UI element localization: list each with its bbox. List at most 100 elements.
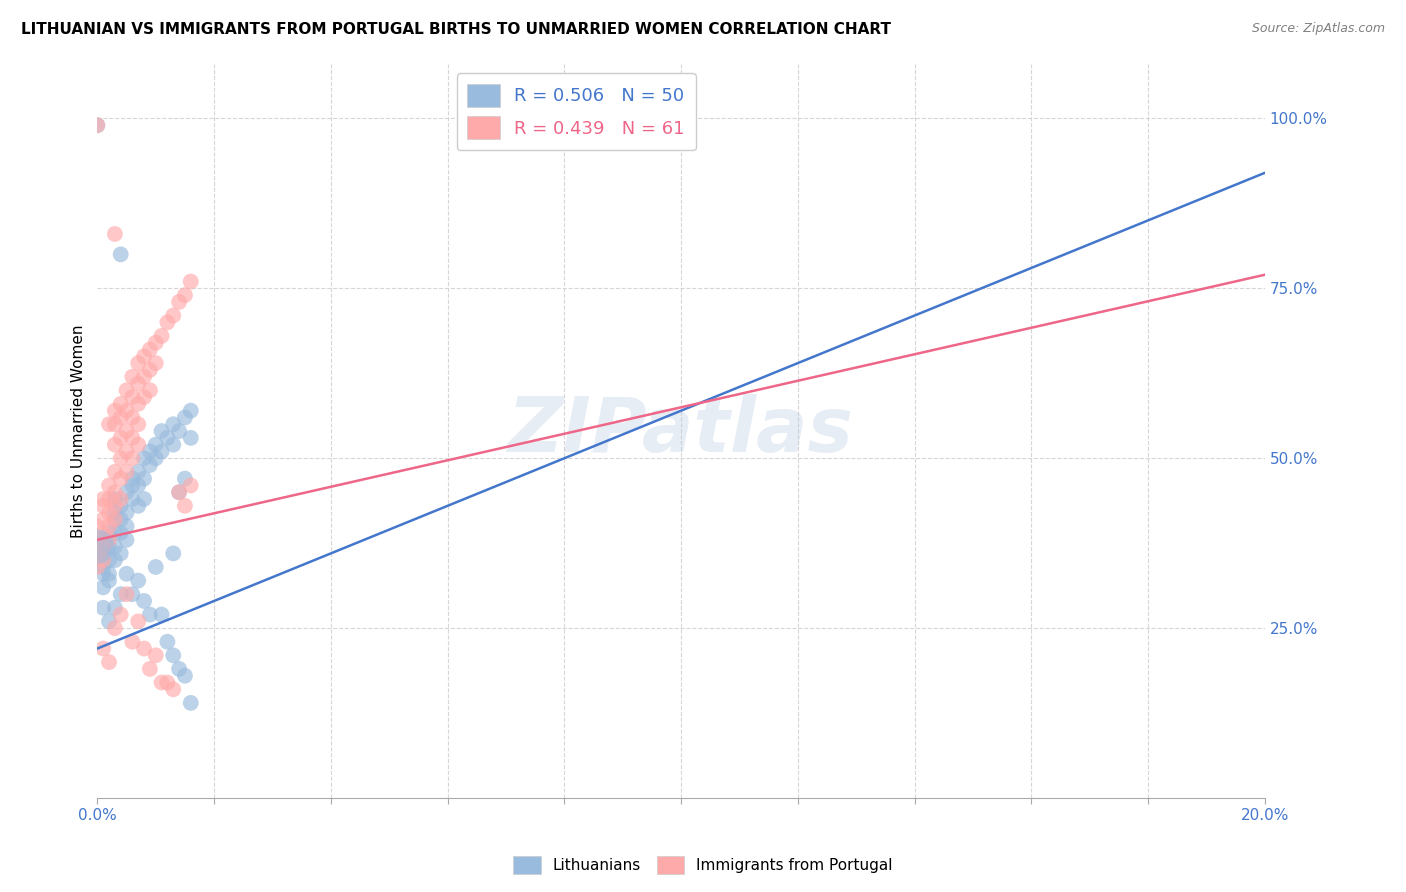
Point [127,499,149,513]
Point [104,512,127,526]
Point [145,451,167,466]
Point [104,512,127,526]
Point [150,329,173,343]
Point [139,444,162,458]
Point [121,369,143,384]
Point [98,615,121,629]
Point [127,574,149,588]
Point [98,540,121,554]
Point [139,343,162,357]
Point [91,526,114,541]
Point [145,648,167,663]
Point [156,634,179,648]
Point [150,607,173,622]
Point [121,634,143,648]
Point [162,417,184,432]
Point [104,506,127,520]
Point [127,397,149,411]
Point [174,472,197,486]
Point [110,491,132,506]
Point [145,437,167,451]
Point [139,607,162,622]
Point [110,526,132,541]
Point [104,540,127,554]
Point [110,512,132,526]
Point [121,410,143,425]
Point [132,369,155,384]
Point [91,600,114,615]
Point [98,526,121,541]
Point [91,641,114,656]
Point [104,417,127,432]
Legend: R = 0.506   N = 50, R = 0.439   N = 61: R = 0.506 N = 50, R = 0.439 N = 61 [457,73,696,150]
Point [167,662,190,676]
Point [115,465,138,479]
Point [91,553,114,567]
Point [121,431,143,445]
Point [115,424,138,438]
Point [127,465,149,479]
Point [91,512,114,526]
Point [104,491,127,506]
Point [98,491,121,506]
Point [104,600,127,615]
Point [115,485,138,500]
Point [86,560,108,574]
Y-axis label: Births to Unmarried Women: Births to Unmarried Women [72,325,86,538]
Point [115,444,138,458]
Point [110,607,132,622]
Point [139,384,162,398]
Point [86,533,108,547]
Point [91,491,114,506]
Text: Source: ZipAtlas.com: Source: ZipAtlas.com [1251,22,1385,36]
Point [162,648,184,663]
Point [139,458,162,472]
Point [127,356,149,370]
Point [145,335,167,350]
Point [91,546,114,560]
Point [156,315,179,329]
Point [121,491,143,506]
Point [104,437,127,451]
Point [180,275,202,289]
Point [86,118,108,132]
Text: LITHUANIAN VS IMMIGRANTS FROM PORTUGAL BIRTHS TO UNMARRIED WOMEN CORRELATION CHA: LITHUANIAN VS IMMIGRANTS FROM PORTUGAL B… [21,22,891,37]
Point [115,519,138,533]
Point [121,478,143,492]
Point [121,587,143,601]
Point [127,615,149,629]
Point [91,540,114,554]
Point [162,309,184,323]
Point [110,451,132,466]
Point [167,485,190,500]
Point [110,499,132,513]
Point [98,655,121,669]
Point [174,288,197,302]
Point [180,431,202,445]
Text: ZIPatlas: ZIPatlas [508,394,853,468]
Point [132,451,155,466]
Point [180,696,202,710]
Point [91,566,114,581]
Point [91,560,114,574]
Point [145,560,167,574]
Point [98,574,121,588]
Point [132,390,155,404]
Point [110,431,132,445]
Point [86,540,108,554]
Point [127,478,149,492]
Point [132,641,155,656]
Point [98,533,121,547]
Point [167,485,190,500]
Point [91,499,114,513]
Point [110,546,132,560]
Point [132,472,155,486]
Point [174,410,197,425]
Point [104,403,127,417]
Point [86,553,108,567]
Point [115,533,138,547]
Point [104,227,127,241]
Point [174,499,197,513]
Point [132,491,155,506]
Point [115,566,138,581]
